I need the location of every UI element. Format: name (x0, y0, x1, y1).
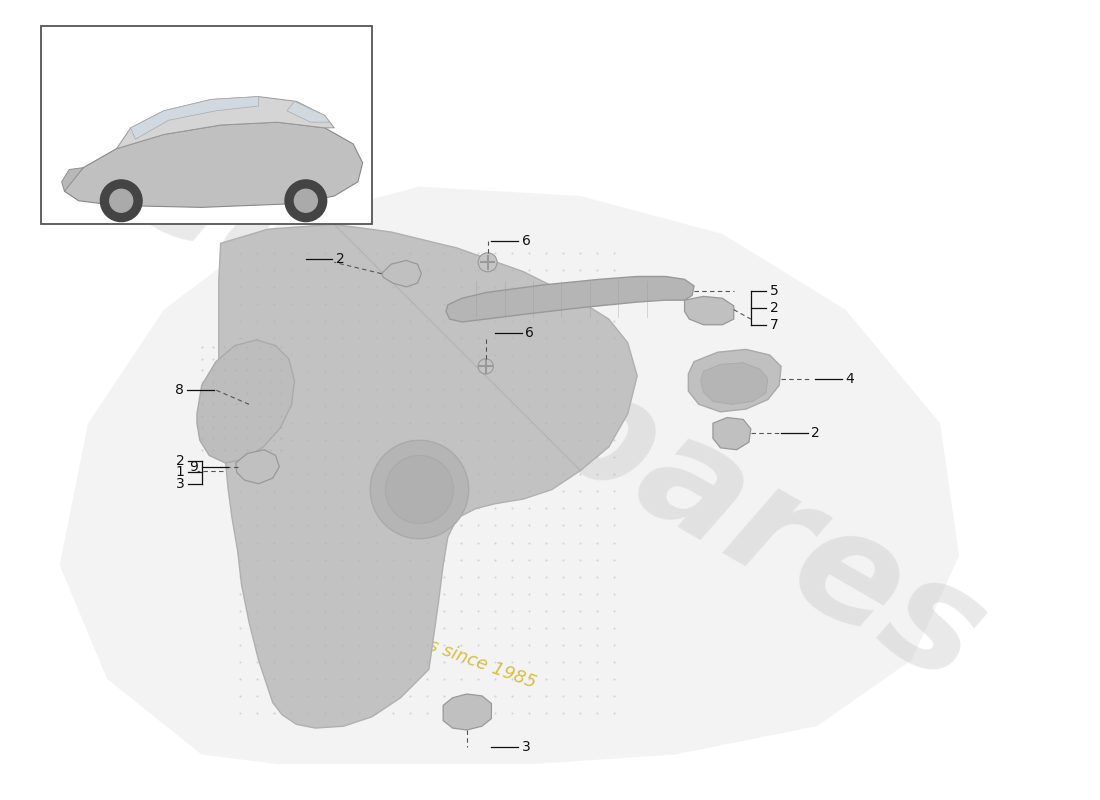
Text: 6: 6 (526, 326, 535, 340)
Circle shape (478, 253, 497, 272)
Polygon shape (65, 122, 363, 207)
Text: 2: 2 (812, 426, 821, 440)
Circle shape (110, 190, 133, 212)
Circle shape (385, 455, 453, 523)
Polygon shape (197, 340, 295, 463)
Circle shape (285, 180, 327, 222)
Polygon shape (287, 102, 330, 122)
Bar (41, 26, 372, 225)
Polygon shape (443, 694, 492, 730)
Circle shape (295, 190, 317, 212)
Text: 7: 7 (770, 318, 779, 332)
Polygon shape (62, 168, 84, 191)
Polygon shape (713, 418, 751, 450)
Text: 2: 2 (770, 301, 779, 314)
Text: 2: 2 (337, 253, 345, 266)
Polygon shape (131, 97, 258, 139)
Circle shape (371, 440, 469, 538)
Text: 2: 2 (176, 454, 185, 468)
Text: 6: 6 (521, 234, 530, 249)
Polygon shape (382, 260, 421, 287)
Text: 3: 3 (176, 477, 185, 491)
Text: 8: 8 (175, 383, 184, 397)
Text: eurospares: eurospares (98, 104, 1010, 716)
Polygon shape (59, 186, 959, 764)
Polygon shape (446, 277, 694, 322)
Text: 9: 9 (189, 460, 198, 474)
Polygon shape (235, 450, 279, 484)
Polygon shape (117, 97, 334, 149)
Polygon shape (219, 225, 637, 728)
Polygon shape (684, 296, 734, 325)
Circle shape (100, 180, 142, 222)
Text: 5: 5 (770, 284, 779, 298)
Circle shape (478, 359, 493, 374)
Text: 3: 3 (521, 740, 530, 754)
Polygon shape (689, 350, 781, 412)
Text: a passion for parts since 1985: a passion for parts since 1985 (277, 582, 539, 692)
Polygon shape (701, 362, 768, 404)
Text: 4: 4 (846, 372, 855, 386)
Text: 1: 1 (176, 466, 185, 479)
